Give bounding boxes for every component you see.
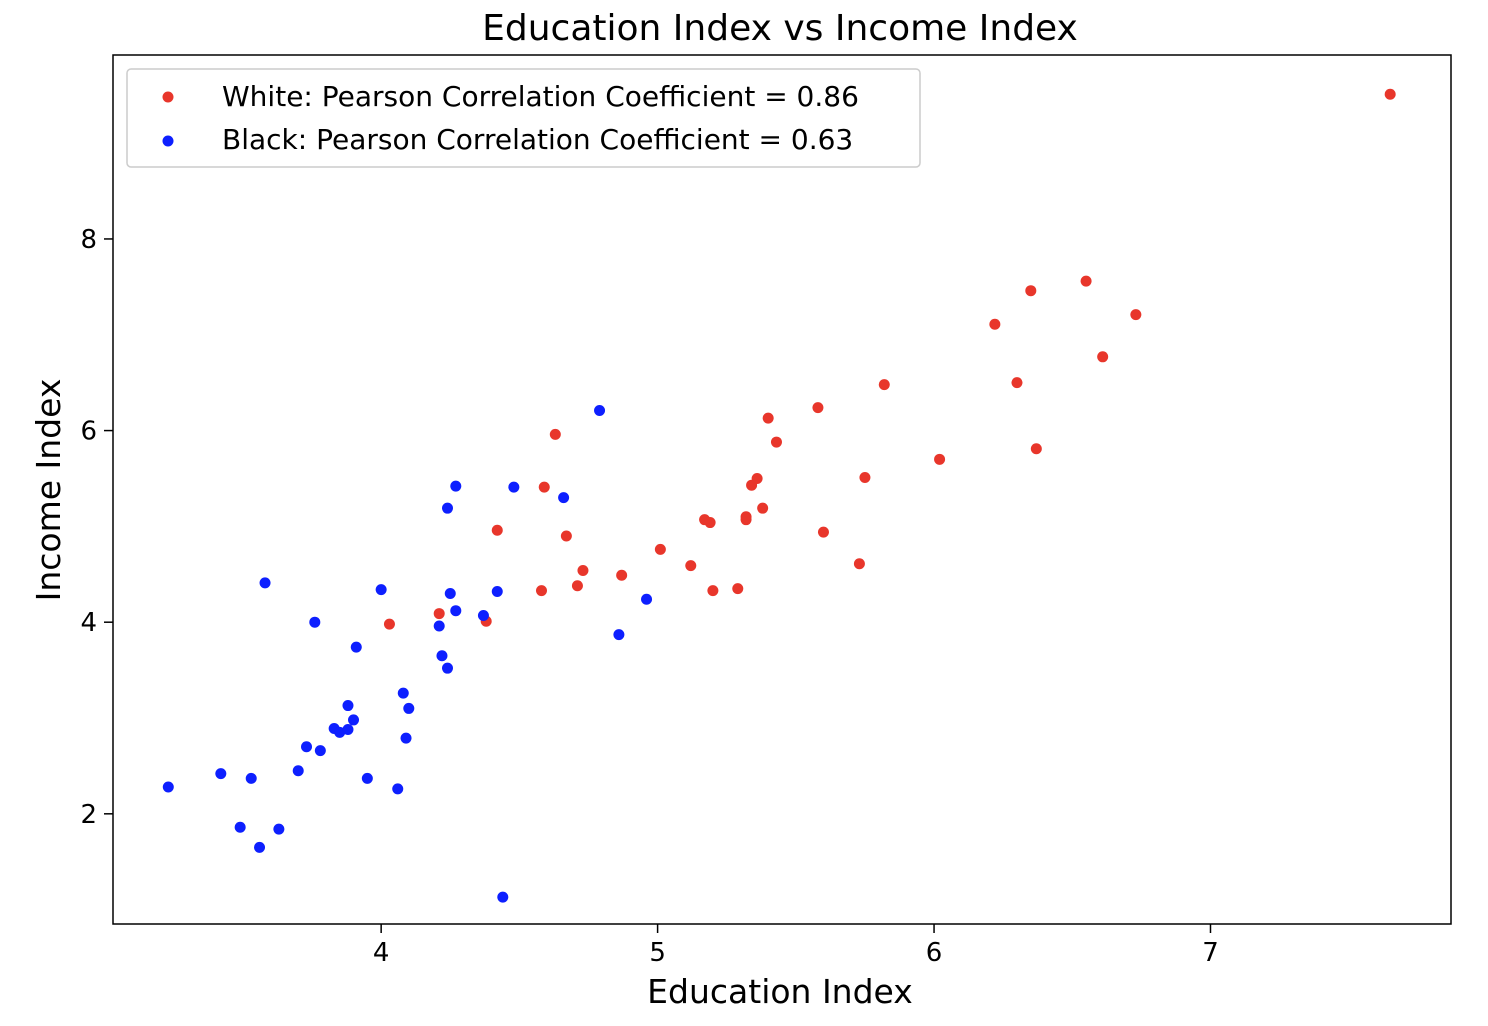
data-point-white [654, 543, 666, 555]
data-point-white [685, 560, 697, 572]
data-point-black [442, 662, 453, 674]
data-point-black [400, 732, 412, 744]
data-point-black [491, 586, 503, 598]
data-point-white [1080, 275, 1092, 287]
data-point-white [560, 530, 572, 542]
x-tick-label: 5 [649, 938, 666, 968]
data-point-black [613, 629, 625, 641]
data-point-white [751, 472, 763, 484]
legend-frame [126, 68, 921, 168]
data-point-black [348, 714, 360, 726]
data-point-black [273, 823, 285, 835]
data-point-white [538, 481, 550, 493]
data-point-white [1025, 285, 1037, 297]
data-point-white [707, 585, 719, 597]
legend-label-black: Black: Pearson Correlation Coefficient =… [222, 123, 853, 156]
data-point-white [770, 436, 782, 448]
data-point-white [732, 583, 744, 595]
data-point-black [375, 584, 387, 596]
data-point-black [594, 404, 606, 416]
data-points [162, 88, 1396, 903]
y-tick-label: 4 [80, 608, 97, 638]
data-point-white [535, 585, 547, 597]
data-point-white [762, 412, 774, 424]
data-point-black [558, 492, 570, 504]
data-point-white [577, 564, 589, 576]
data-point-black [162, 781, 174, 793]
data-point-black [254, 841, 266, 853]
data-point-white [757, 502, 769, 514]
data-point-black [508, 481, 520, 493]
data-point-white [1384, 88, 1396, 100]
x-tick-label: 6 [926, 938, 943, 968]
data-point-black [309, 616, 321, 628]
data-point-white [817, 526, 829, 538]
data-point-black [245, 772, 257, 784]
data-point-white [740, 514, 752, 526]
data-point-white [491, 524, 503, 536]
data-point-black [397, 687, 409, 699]
data-point-black [342, 700, 354, 712]
data-point-black [334, 726, 346, 738]
data-point-black [392, 783, 404, 795]
data-point-black [301, 741, 313, 753]
data-point-black [350, 641, 362, 653]
x-tick-label: 4 [373, 938, 390, 968]
data-point-black [403, 702, 415, 714]
y-tick-label: 2 [80, 800, 97, 830]
y-axis-ticks: 2 4 6 8 [80, 225, 113, 830]
data-point-black [444, 587, 456, 599]
data-point-white [859, 472, 871, 484]
data-point-white [549, 428, 561, 440]
data-point-black [436, 650, 448, 662]
data-point-black [433, 620, 445, 632]
data-point-white [934, 453, 946, 465]
x-axis-ticks: 4 5 6 7 [373, 924, 1219, 968]
data-point-black [497, 891, 509, 903]
data-point-white [878, 379, 890, 391]
legend-marker-white [162, 91, 174, 103]
data-point-white [812, 402, 824, 414]
data-point-black [314, 745, 326, 757]
data-point-white [1030, 443, 1042, 455]
data-point-black [450, 605, 462, 617]
data-point-white [853, 558, 865, 570]
data-point-white [989, 318, 1001, 330]
y-tick-label: 8 [80, 225, 97, 255]
data-point-white [616, 569, 628, 581]
legend: White: Pearson Correlation Coefficient =… [126, 68, 921, 168]
data-point-white [433, 608, 445, 620]
data-point-white [571, 580, 583, 592]
data-point-black [234, 821, 246, 833]
data-point-black [641, 593, 653, 605]
data-point-white [1097, 351, 1109, 363]
data-point-white [383, 618, 395, 630]
data-point-white [704, 517, 716, 529]
data-point-black [215, 768, 227, 780]
chart-title: Education Index vs Income Index [482, 8, 1078, 49]
legend-marker-black [162, 135, 174, 147]
data-point-black [442, 502, 453, 514]
legend-label-white: White: Pearson Correlation Coefficient =… [222, 80, 859, 113]
y-tick-label: 6 [80, 417, 97, 447]
data-point-black [342, 724, 354, 736]
plot-area [112, 54, 1452, 925]
data-point-black [259, 577, 271, 589]
data-point-black [292, 765, 304, 777]
data-point-black [361, 772, 373, 784]
y-axis-label: Income Index [29, 379, 68, 602]
data-point-white [1130, 309, 1142, 321]
data-point-white [1011, 377, 1023, 389]
x-tick-label: 7 [1202, 938, 1219, 968]
x-axis-label: Education Index [647, 972, 913, 1011]
data-point-black [477, 609, 489, 621]
data-point-black [450, 480, 462, 492]
